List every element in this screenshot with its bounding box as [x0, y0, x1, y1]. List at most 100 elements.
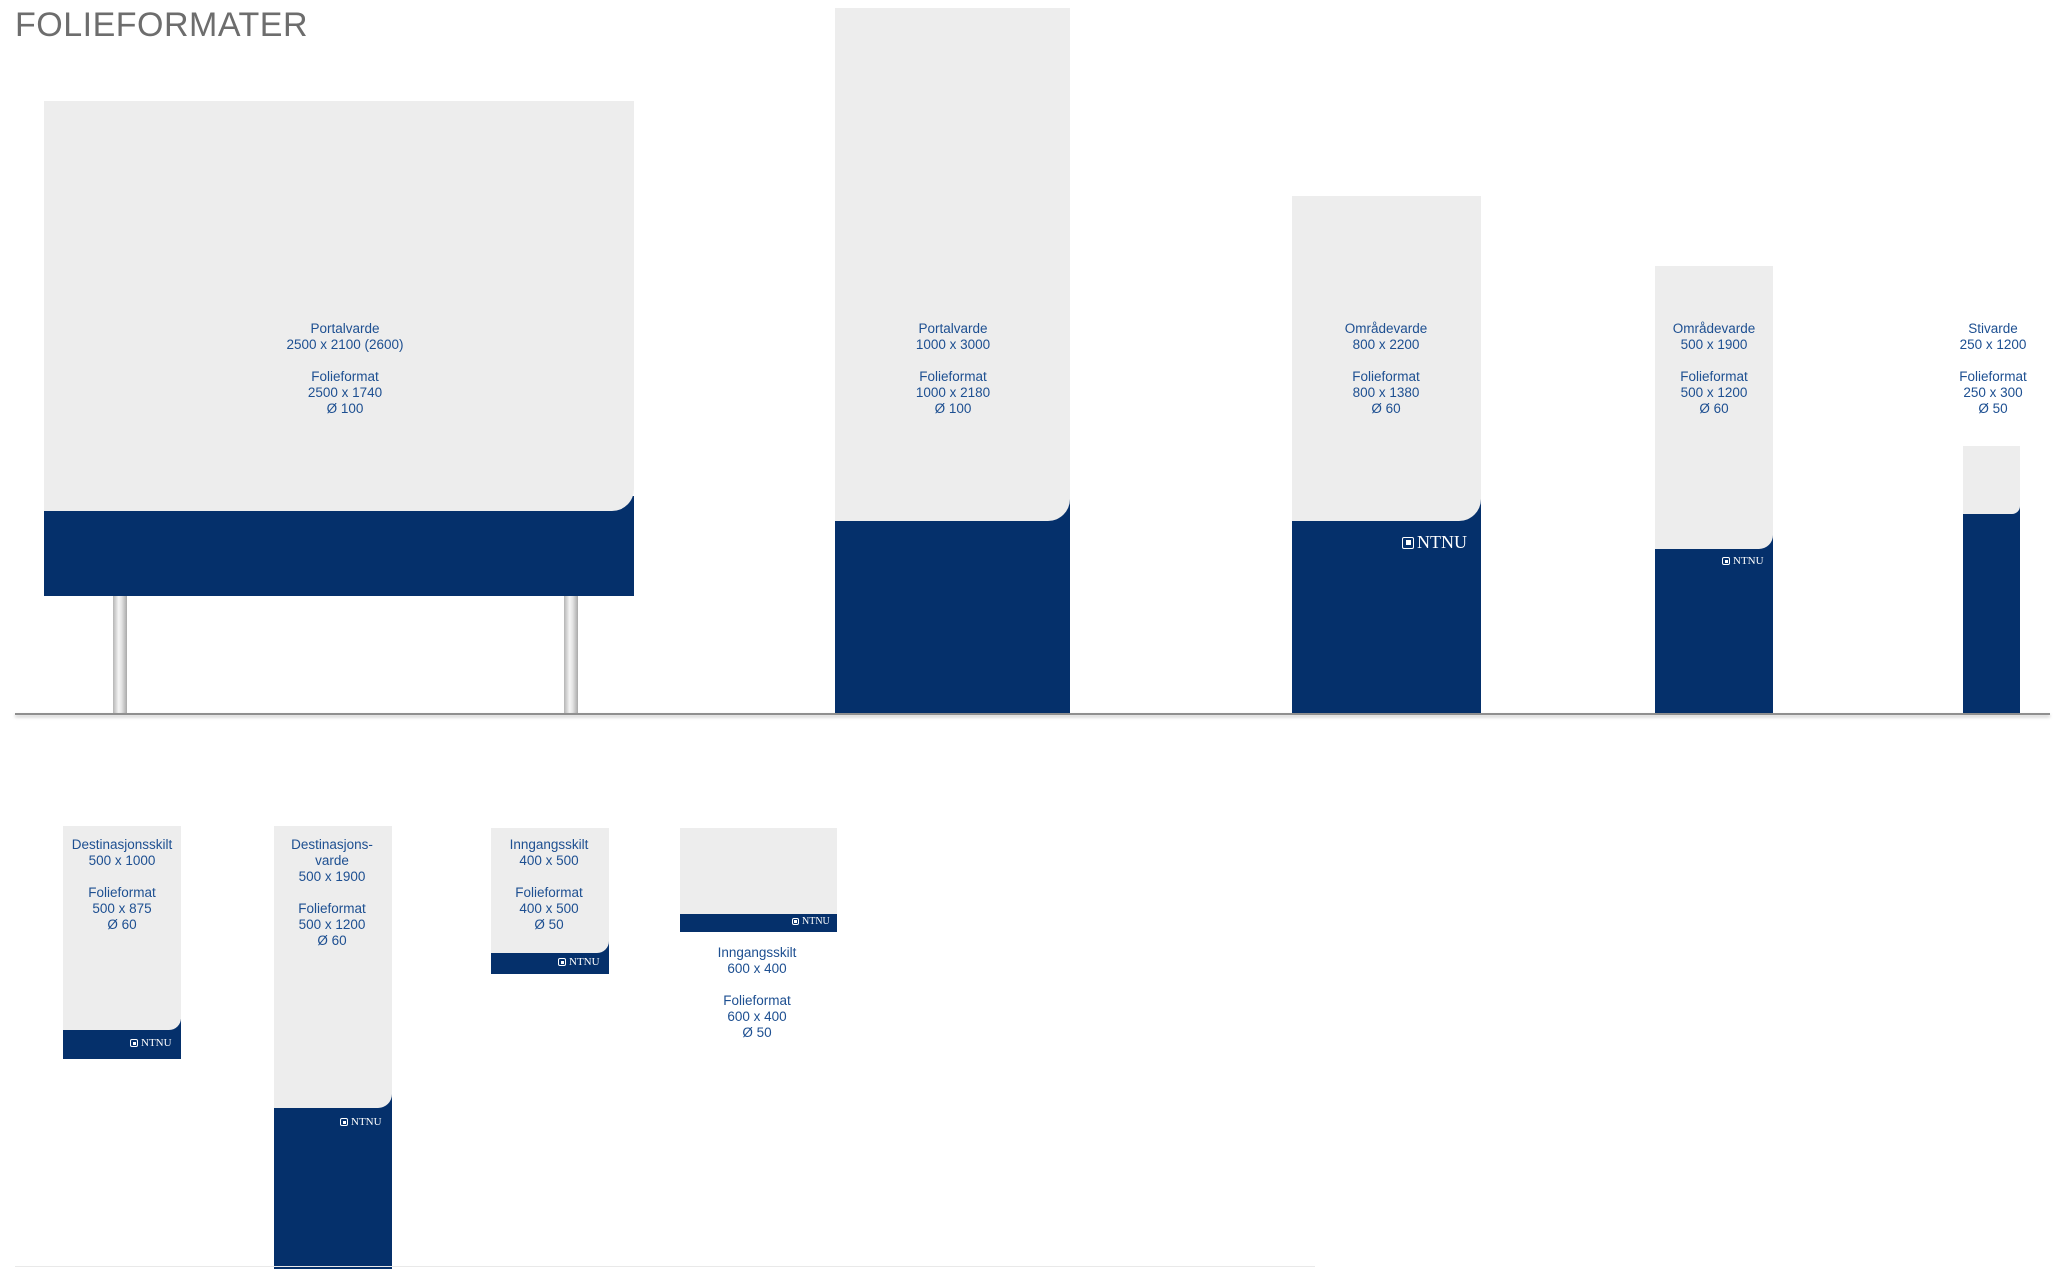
label-line: Ø 50: [534, 917, 564, 932]
label-line: Folieformat: [515, 885, 583, 900]
label-line: Portalvarde: [310, 321, 380, 336]
label-line: Folieformat: [88, 885, 156, 900]
label-line: Folieformat: [311, 369, 379, 384]
label-line: Ø 60: [1371, 401, 1401, 416]
label-gap: [1959, 353, 2027, 369]
sign-panel: [274, 826, 392, 1108]
sign-label-portalvarde-1000: Portalvarde 1000 x 3000 Folieformat 1000…: [916, 321, 990, 417]
label-gap: [291, 885, 373, 901]
label-gap: [286, 353, 403, 369]
sign-panel: [44, 101, 634, 511]
ntnu-logo-mark-icon: [558, 958, 566, 966]
sign-portalvarde-1000: [835, 8, 1070, 714]
ntnu-logo-text: NTNU: [802, 916, 830, 927]
label-line: Destinasjons-: [291, 837, 373, 852]
sign-panel: [835, 8, 1070, 521]
sign-panel: [491, 828, 609, 953]
ntnu-logo-text: NTNU: [351, 1116, 382, 1128]
label-line: 600 x 400: [727, 1009, 787, 1024]
label-gap: [72, 869, 173, 885]
sign-label-stivarde-250: Stivarde 250 x 1200 Folieformat 250 x 30…: [1959, 321, 2027, 417]
bottom-guide-line: [15, 1266, 1315, 1267]
label-line: 800 x 1380: [1352, 385, 1420, 400]
label-line: Ø 60: [1699, 401, 1729, 416]
label-line: 500 x 1900: [298, 869, 366, 884]
sign-label-destinasjonsvarde-500: Destinasjons- varde 500 x 1900 Folieform…: [291, 837, 373, 949]
ntnu-logo-mark-icon: [340, 1118, 348, 1126]
label-line: 500 x 1200: [1680, 385, 1748, 400]
label-line: Stivarde: [1968, 321, 2018, 336]
sign-label-omradevarde-800: Områdevarde 800 x 2200 Folieformat 800 x…: [1345, 321, 1428, 417]
ntnu-logo: NTNU: [1722, 555, 1764, 567]
sign-band: [1655, 524, 1773, 714]
label-line: Destinasjonsskilt: [71, 837, 173, 852]
ntnu-logo: NTNU: [558, 956, 600, 968]
label-line: 600 x 400: [727, 961, 787, 976]
label-line: Folieformat: [723, 993, 791, 1008]
ntnu-logo: NTNU: [1402, 532, 1467, 553]
label-line: Folieformat: [1352, 369, 1420, 384]
sign-panel: [1655, 266, 1773, 549]
sign-band: [835, 498, 1070, 714]
label-gap: [510, 869, 589, 885]
label-line: Folieformat: [298, 901, 366, 916]
sign-panel: [1292, 196, 1481, 521]
label-line: Folieformat: [1680, 369, 1748, 384]
sign-panel: [63, 826, 181, 1030]
label-line: 500 x 1000: [88, 853, 156, 868]
sign-omradevarde-800: NTNU: [1292, 196, 1481, 714]
sign-label-inngangsskilt-600: Inngangsskilt 600 x 400 Folieformat 600 …: [718, 945, 797, 1041]
label-gap: [916, 353, 990, 369]
ntnu-logo: NTNU: [130, 1037, 172, 1049]
ntnu-logo-text: NTNU: [1733, 555, 1764, 567]
label-line: varde: [315, 853, 349, 868]
label-line: 250 x 1200: [1959, 337, 2027, 352]
ntnu-logo: NTNU: [340, 1116, 382, 1128]
sign-band: [44, 496, 634, 596]
sign-panel: [680, 828, 837, 914]
label-line: 400 x 500: [519, 901, 579, 916]
ntnu-logo-mark-icon: [130, 1039, 138, 1047]
ground-line: [15, 713, 2050, 715]
sign-label-omradevarde-500: Områdevarde 500 x 1900 Folieformat 500 x…: [1673, 321, 1756, 417]
sign-inngangsskilt-600: NTNU: [680, 828, 837, 932]
ntnu-logo-mark-icon: [1722, 557, 1730, 565]
label-line: Ø 50: [742, 1025, 772, 1040]
ntnu-logo-mark-icon: [792, 918, 799, 925]
label-line: 2500 x 1740: [307, 385, 383, 400]
sign-destinasjonsskilt-500: NTNU: [63, 826, 181, 1059]
label-line: Inngangsskilt: [717, 945, 797, 960]
label-line: Ø 60: [107, 917, 137, 932]
ntnu-logo-text: NTNU: [569, 956, 600, 968]
sign-band: [1292, 496, 1481, 714]
label-gap: [1673, 353, 1756, 369]
label-line: 400 x 500: [519, 853, 579, 868]
label-line: Ø 100: [326, 401, 364, 416]
label-line: Folieformat: [919, 369, 987, 384]
label-line: 500 x 1900: [1680, 337, 1748, 352]
label-line: Ø 100: [934, 401, 972, 416]
sign-panel: [1963, 446, 2020, 514]
sign-label-portalvarde-2500: Portalvarde 2500 x 2100 (2600) Folieform…: [286, 321, 403, 417]
sign-band: [274, 1081, 392, 1269]
label-line: 250 x 300: [1963, 385, 2023, 400]
sign-band: [1963, 504, 2020, 714]
label-line: 500 x 875: [92, 901, 152, 916]
label-line: Portalvarde: [918, 321, 988, 336]
sign-stivarde-250: [1963, 446, 2020, 714]
label-line: Ø 60: [317, 933, 347, 948]
sign-omradevarde-500: NTNU: [1655, 266, 1773, 714]
sign-destinasjonsvarde-500: NTNU: [274, 826, 392, 1269]
label-gap: [1345, 353, 1428, 369]
label-line: 2500 x 2100 (2600): [286, 337, 404, 352]
sign-label-destinasjonsskilt-500: Destinasjonsskilt 500 x 1000 Folieformat…: [72, 837, 173, 933]
sign-portalvarde-2500: [44, 101, 634, 596]
page-title: FOLIEFORMATER: [15, 6, 308, 44]
ntnu-logo: NTNU: [792, 916, 830, 927]
label-line: Områdevarde: [1672, 321, 1756, 336]
sign-label-inngangsskilt-400: Inngangsskilt 400 x 500 Folieformat 400 …: [510, 837, 589, 933]
sign-post-left: [113, 596, 127, 714]
ntnu-logo-mark-icon: [1402, 536, 1414, 549]
label-line: 500 x 1200: [298, 917, 366, 932]
ntnu-logo-text: NTNU: [1417, 532, 1467, 552]
